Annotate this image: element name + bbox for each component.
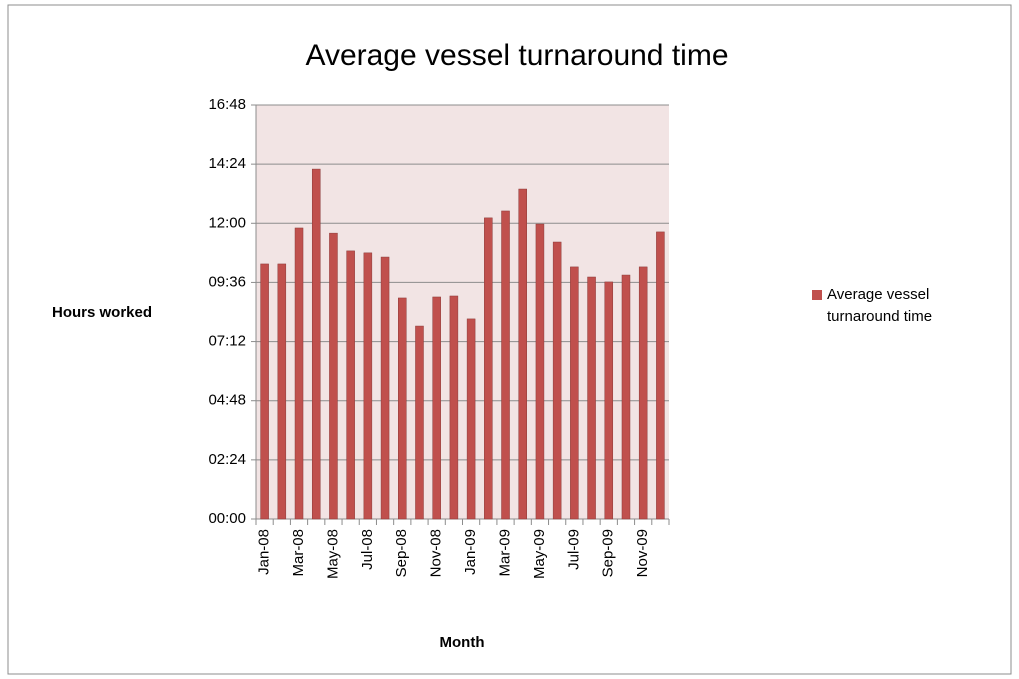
y-tick-label: 04:48 (208, 392, 246, 409)
x-tick-label: Mar-09 (496, 529, 513, 577)
x-tick-label: Nov-08 (428, 529, 445, 577)
bar (501, 210, 510, 520)
bar (311, 168, 321, 520)
bar (380, 256, 390, 520)
bar (587, 276, 596, 520)
bar (277, 263, 287, 520)
y-tick-label: 09:36 (208, 273, 246, 290)
bar (260, 263, 269, 520)
y-tick-label: 12:00 (208, 214, 246, 231)
bar (484, 217, 493, 520)
bar (432, 296, 441, 520)
y-tick-label: 14:24 (208, 155, 246, 172)
bar (604, 281, 614, 520)
x-tick-label: Jul-09 (565, 529, 582, 570)
x-tick-label: Jan-08 (256, 529, 273, 575)
legend-label: Average vessel turnaround time (827, 286, 933, 325)
x-tick-label: Mar-08 (290, 529, 307, 577)
x-tick-label: Sep-08 (393, 529, 410, 577)
x-tick-label: Jan-09 (462, 529, 479, 575)
bar (363, 252, 373, 520)
y-tick-label: 02:24 (208, 451, 246, 468)
bar (535, 223, 545, 520)
x-tick-label: Sep-09 (600, 529, 617, 577)
x-tick-label: May-08 (324, 529, 341, 579)
bar (638, 266, 648, 520)
y-tick-label: 07:12 (208, 333, 246, 350)
bar (518, 188, 527, 520)
chart-title: Average vessel turnaround time (305, 39, 728, 72)
plot-area (256, 105, 669, 519)
bar (415, 325, 424, 520)
bar (570, 266, 579, 520)
bar (449, 295, 459, 520)
y-axis-label: Hours worked (52, 304, 152, 321)
bar (294, 227, 304, 520)
legend-swatch (812, 290, 822, 300)
bar (466, 318, 476, 520)
y-tick-label: 16:48 (208, 96, 246, 113)
y-tick-label: 00:00 (208, 510, 246, 527)
x-tick-label: Nov-09 (634, 529, 651, 577)
x-axis-label: Month (440, 634, 485, 651)
bar (346, 250, 355, 520)
bar (656, 231, 665, 520)
bar (552, 241, 562, 520)
bar (398, 297, 407, 520)
bar (329, 232, 338, 520)
bar (621, 274, 631, 520)
x-tick-label: Jul-08 (359, 529, 376, 570)
x-tick-label: May-09 (531, 529, 548, 579)
